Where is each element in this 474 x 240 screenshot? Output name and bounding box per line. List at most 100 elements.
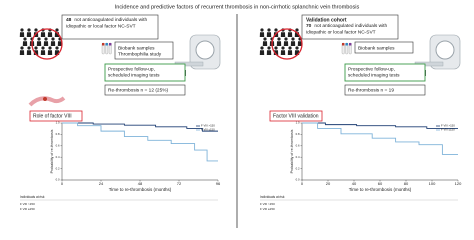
km-curve <box>302 122 458 155</box>
x-tick-label: 120 <box>455 181 462 186</box>
y-tick-label: 0.2 <box>296 166 300 170</box>
legend-text: F VIII ≤150 <box>201 128 215 132</box>
risk-row-label: F VIII >150 <box>260 202 275 206</box>
tube-cap <box>349 43 352 46</box>
cohort-box <box>61 14 159 40</box>
person-head <box>288 46 292 50</box>
cohort-line: 48 not anticoagulated individuals with <box>66 17 147 23</box>
y-tick-label: 0.6 <box>296 144 300 148</box>
followup-box <box>344 63 426 82</box>
x-axis-label: Time to re-thrombosis (months) <box>109 187 172 192</box>
cohort-line: 70 not anticoagulated individuals with <box>306 23 387 29</box>
samples-text: Thrombophilia study <box>118 51 162 57</box>
person-head <box>263 37 267 41</box>
outcome-box <box>344 84 426 96</box>
x-tick-label: 60 <box>378 181 383 186</box>
y-tick-label: 0.4 <box>296 155 300 159</box>
person-head <box>260 28 264 32</box>
person-body <box>43 41 49 46</box>
y-tick-label: 0.0 <box>56 178 60 182</box>
cohort-line: idiopathic or local factor NC-SVT <box>66 23 136 29</box>
x-tick-label: 24 <box>99 181 104 186</box>
person-head <box>44 37 48 41</box>
highlight-circle <box>271 28 303 60</box>
label-text: Role of factor VIII <box>33 113 72 119</box>
x-axis-label: Time to re-thrombosis (months) <box>349 187 412 192</box>
person-head <box>277 37 281 41</box>
person-head <box>295 28 299 32</box>
x-tick-label: 96 <box>216 181 221 186</box>
vein-image <box>28 96 66 107</box>
outcome-box <box>104 84 186 96</box>
x-tick-label: 40 <box>352 181 357 186</box>
y-tick-label: 0.2 <box>56 166 60 170</box>
person-head <box>20 46 24 50</box>
followup-box <box>104 63 186 82</box>
person-head <box>20 28 24 32</box>
person-head <box>291 37 295 41</box>
x-tick-label: 0 <box>301 181 304 186</box>
y-tick-label: 0.8 <box>56 132 60 136</box>
person-head <box>284 37 288 41</box>
person-head <box>23 37 27 41</box>
samples-text: Biobank samples <box>118 45 155 51</box>
risk-row-label: F VIII >150 <box>20 202 35 206</box>
person-head <box>48 46 52 50</box>
cohort-count: 48 <box>66 17 72 23</box>
person-body <box>19 32 25 37</box>
person-head <box>295 46 299 50</box>
person-head <box>281 46 285 50</box>
person-body <box>259 50 265 55</box>
label-box <box>269 110 323 122</box>
legend-text: F VIII ≤150 <box>441 128 455 132</box>
tube-cap <box>342 43 345 46</box>
x-tick-label: 20 <box>326 181 331 186</box>
samples-box <box>354 41 414 54</box>
scanner-ring <box>195 40 215 60</box>
x-tick-label: 72 <box>177 181 182 186</box>
person-body <box>47 50 53 55</box>
person-body <box>280 32 286 37</box>
legend-text: F VIII >150 <box>201 124 215 128</box>
followup-text: scheduled imaging tests <box>348 72 400 78</box>
x-tick-label: 48 <box>138 181 143 186</box>
person-head <box>274 28 278 32</box>
y-tick-label: 1.0 <box>56 121 60 125</box>
person-body <box>266 50 272 55</box>
outcome-text: Re-thrombosis n = 12 (25%) <box>108 87 169 93</box>
person-head <box>267 46 271 50</box>
y-tick-label: 0.6 <box>56 144 60 148</box>
label-text: Factor VIII validation <box>273 113 319 119</box>
person-head <box>55 46 59 50</box>
person-head <box>37 37 41 41</box>
person-body <box>57 41 63 46</box>
person-body <box>259 32 265 37</box>
y-tick-label: 1.0 <box>296 121 300 125</box>
clot <box>43 97 47 101</box>
legend-text: F VIII >150 <box>441 124 455 128</box>
graphical-abstract: Incidence and predictive factors of recu… <box>19 4 463 228</box>
x-tick-label: 0 <box>61 181 64 186</box>
label-box <box>29 110 83 122</box>
person-head <box>260 46 264 50</box>
followup-text: scheduled imaging tests <box>108 72 160 78</box>
person-head <box>55 28 59 32</box>
person-head <box>51 37 55 41</box>
person-body <box>262 41 268 46</box>
person-body <box>283 41 289 46</box>
km-curve <box>62 122 218 162</box>
cohort-box <box>301 14 399 40</box>
tube-cap <box>345 43 348 46</box>
title: Incidence and predictive factors of recu… <box>115 4 360 10</box>
person-head <box>34 28 38 32</box>
person-body <box>266 32 272 37</box>
followup-text: Prospective follow-up, <box>108 66 155 72</box>
y-tick-label: 0.0 <box>296 178 300 182</box>
risk-row-label: F VIII ≤150 <box>20 207 35 211</box>
person-body <box>50 41 56 46</box>
samples-box <box>114 41 174 60</box>
risk-table-title: Individuals at risk <box>20 195 45 199</box>
scanner-ring <box>435 40 455 60</box>
person-body <box>276 41 282 46</box>
person-body <box>40 32 46 37</box>
